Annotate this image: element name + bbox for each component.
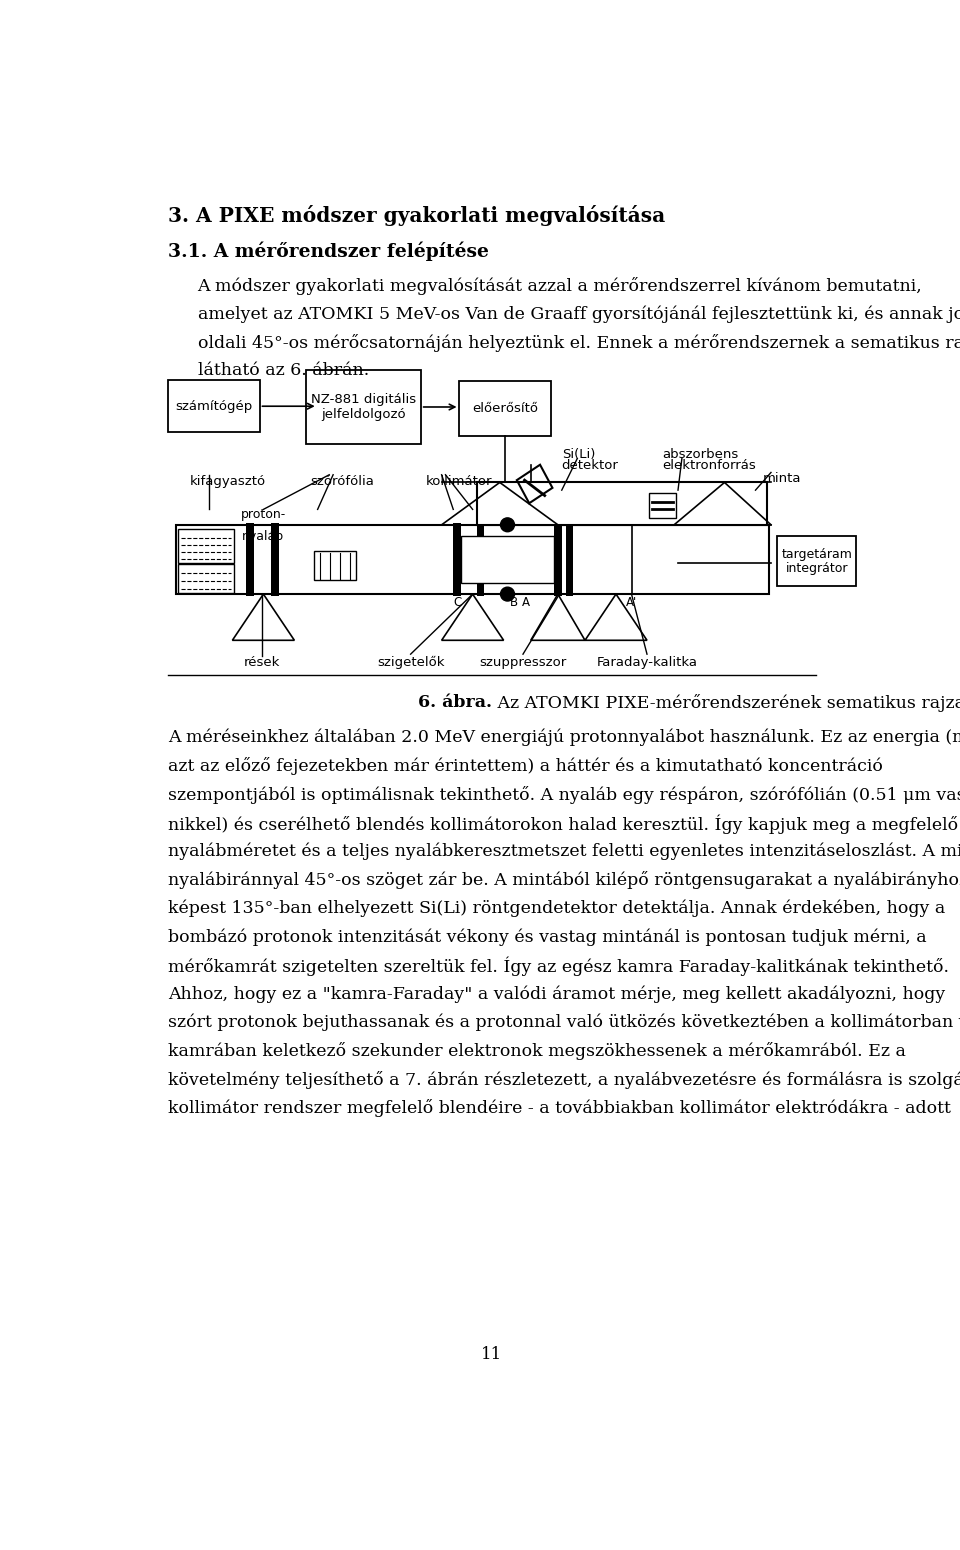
Bar [565, 524, 573, 595]
Text: Si(Li): Si(Li) [562, 448, 595, 460]
Bar [476, 482, 767, 525]
Text: amelyet az ATOMKI 5 MeV-os Van de Graaff gyorsítójánál fejlesztettünk ki, és ann: amelyet az ATOMKI 5 MeV-os Van de Graaff… [198, 305, 960, 322]
Text: szempontjából is optimálisnak tekinthető. A nyaláb egy réspáron, szórófólián (0.: szempontjából is optimálisnak tekinthető… [168, 786, 960, 804]
Text: mérőkamrát szigetelten szereltük fel. Így az egész kamra Faraday-kalitkának teki: mérőkamrát szigetelten szereltük fel. Íg… [168, 956, 949, 976]
Bar [461, 536, 554, 583]
Text: 3.1. A mérőrendszer felépítése: 3.1. A mérőrendszer felépítése [168, 242, 489, 260]
Text: számítógép: számítógép [175, 400, 252, 412]
Text: nyaláb: nyaláb [242, 530, 284, 542]
Text: Az ATOMKI PIXE-mérőrendszerének sematikus rajza: Az ATOMKI PIXE-mérőrendszerének sematiku… [492, 694, 960, 711]
Text: oldali 45°-os mérőcsatornáján helyeztünk el. Ennek a mérőrendszernek a sematikus: oldali 45°-os mérőcsatornáján helyeztünk… [198, 333, 960, 352]
Text: Ahhoz, hogy ez a "kamra-Faraday" a valódi áramot mérje, meg kellett akadályozni,: Ahhoz, hogy ez a "kamra-Faraday" a valód… [168, 986, 946, 1003]
Text: A: A [521, 595, 530, 609]
Text: látható az 6. ábrán.: látható az 6. ábrán. [198, 363, 369, 380]
Text: NZ-881 digitális: NZ-881 digitális [311, 392, 416, 406]
Text: integrátor: integrátor [785, 561, 848, 575]
Text: követelmény teljesíthető a 7. ábrán részletezett, a nyalábvezetésre és formálásr: követelmény teljesíthető a 7. ábrán rész… [168, 1071, 960, 1088]
Text: B: B [510, 595, 518, 609]
Bar [179, 529, 234, 563]
Text: detektor: detektor [562, 459, 618, 471]
Bar [778, 536, 856, 586]
Text: nyalábiránnyal 45°-os szöget zár be. A mintából kilépő röntgensugarakat a nyaláb: nyalábiránnyal 45°-os szöget zár be. A m… [168, 871, 960, 890]
Text: targetáram: targetáram [781, 549, 852, 561]
Circle shape [500, 587, 515, 601]
Text: szórt protonok bejuthassanak és a protonnal való ütközés következtében a kollimá: szórt protonok bejuthassanak és a proton… [168, 1014, 960, 1031]
Text: nyalábméretet és a teljes nyalábkeresztmetszet feletti egyenletes intenzitáselos: nyalábméretet és a teljes nyalábkeresztm… [168, 843, 960, 860]
Text: elektronforrás: elektronforrás [662, 459, 756, 471]
Text: rések: rések [244, 656, 280, 668]
Text: szórófólia: szórófólia [310, 474, 373, 488]
Text: A': A' [626, 595, 637, 609]
Bar [179, 564, 234, 594]
Text: szigetelők: szigetelők [377, 656, 444, 670]
Bar [306, 370, 420, 443]
Text: kamrában keletkező szekunder elektronok megszökhessenek a mérőkamrából. Ez a: kamrában keletkező szekunder elektronok … [168, 1042, 906, 1060]
Text: szuppresszor: szuppresszor [479, 656, 566, 668]
Circle shape [500, 518, 515, 532]
Bar [247, 524, 254, 595]
Bar [649, 493, 677, 518]
Bar [554, 524, 562, 595]
Text: nikkel) és cserélhető blendés kollimátorokon halad keresztül. Így kapjuk meg a m: nikkel) és cserélhető blendés kollimátor… [168, 814, 958, 834]
Text: abszorbens: abszorbens [662, 448, 739, 460]
Bar [476, 524, 484, 595]
Text: előerősítő: előerősítő [472, 401, 539, 415]
Bar [460, 381, 551, 436]
Text: kifagyasztó: kifagyasztó [190, 474, 266, 488]
Bar [168, 380, 259, 432]
Text: bombázó protonok intenzitását vékony és vastag mintánál is pontosan tudjuk mérni: bombázó protonok intenzitását vékony és … [168, 928, 926, 946]
Text: A méréseinkhez általában 2.0 MeV energiájú protonnyalábot használunk. Ez az ener: A méréseinkhez általában 2.0 MeV energiá… [168, 728, 960, 747]
Text: 6. ábra.: 6. ábra. [418, 694, 492, 711]
Text: minta: minta [763, 473, 802, 485]
Bar [453, 524, 461, 595]
Text: 11: 11 [481, 1345, 503, 1362]
Text: kollimátor: kollimátor [426, 474, 492, 488]
Text: kollimátor rendszer megfelelő blendéire - a továbbiakban kollimátor elektródákra: kollimátor rendszer megfelelő blendéire … [168, 1099, 951, 1118]
Text: képest 135°-ban elhelyezett Si(Li) röntgendetektor detektálja. Annak érdekében, : képest 135°-ban elhelyezett Si(Li) röntg… [168, 901, 946, 918]
Text: 3. A PIXE módszer gyakorlati megvalósítása: 3. A PIXE módszer gyakorlati megvalósítá… [168, 205, 665, 226]
Text: azt az előző fejezetekben már érintettem) a háttér és a kimutatható koncentráció: azt az előző fejezetekben már érintettem… [168, 758, 883, 775]
Text: jelfeldolgozó: jelfeldolgozó [321, 408, 406, 422]
Bar [314, 550, 356, 580]
Text: A módszer gyakorlati megvalósítását azzal a mérőrendszerrel kívánom bemutatni,: A módszer gyakorlati megvalósítását azza… [198, 277, 923, 294]
Bar [271, 524, 278, 595]
Bar [176, 525, 769, 594]
Text: proton-: proton- [241, 508, 286, 521]
Text: C: C [453, 595, 461, 609]
Text: Faraday-kalitka: Faraday-kalitka [596, 656, 698, 668]
